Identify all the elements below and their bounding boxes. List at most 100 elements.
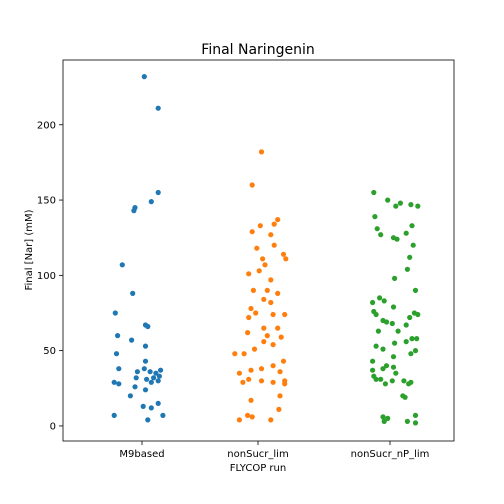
data-point [415, 203, 421, 209]
data-point [246, 314, 252, 321]
data-point [140, 403, 146, 409]
data-point [115, 333, 121, 339]
data-point [155, 189, 161, 196]
data-point [133, 375, 139, 381]
data-point [130, 290, 136, 296]
data-point [256, 268, 262, 274]
data-point [378, 232, 384, 238]
x-tick-label: nonSucr_lim [227, 449, 288, 460]
data-point [155, 400, 161, 406]
data-point [270, 342, 276, 348]
data-point [148, 405, 154, 411]
data-point [148, 199, 154, 205]
data-point [394, 236, 400, 242]
data-point [383, 319, 390, 325]
data-point [268, 232, 274, 238]
data-point [141, 74, 147, 80]
data-point [403, 322, 409, 328]
data-point [414, 336, 420, 342]
data-point [390, 354, 397, 360]
data-point [142, 343, 149, 349]
data-point [155, 378, 161, 384]
data-point [371, 189, 377, 196]
y-tick-label: 50 [43, 346, 56, 357]
data-point [377, 295, 383, 301]
data-point [283, 256, 289, 262]
data-point [395, 328, 401, 334]
data-point [245, 330, 251, 336]
data-point [404, 418, 410, 424]
chart-title: Final Naringenin [201, 42, 314, 58]
data-point [270, 379, 276, 385]
data-point [402, 394, 408, 400]
data-point [132, 384, 138, 390]
data-point [407, 314, 413, 321]
data-point [373, 376, 379, 382]
data-point [373, 311, 379, 318]
data-point [111, 379, 117, 385]
data-point [112, 310, 118, 316]
data-point [254, 245, 260, 251]
data-point [156, 373, 162, 379]
data-point [372, 214, 378, 220]
data-point [131, 208, 137, 214]
data-point [245, 412, 251, 418]
y-tick-label: 100 [37, 271, 56, 282]
data-point [253, 310, 259, 316]
data-point [250, 287, 256, 293]
data-point [370, 299, 376, 306]
data-point [249, 182, 255, 188]
data-point [275, 290, 281, 296]
data-point [261, 296, 267, 302]
data-point [380, 414, 386, 420]
data-point [268, 299, 274, 306]
data-point [412, 287, 419, 293]
data-point [382, 381, 388, 387]
data-point [141, 366, 147, 372]
data-point [374, 226, 380, 232]
data-point [261, 325, 267, 331]
data-point [240, 379, 246, 385]
data-point [412, 348, 419, 354]
data-point [232, 351, 238, 357]
data-point [116, 381, 122, 387]
y-tick-label: 0 [50, 421, 56, 432]
data-point [275, 217, 281, 223]
data-point [246, 376, 252, 382]
y-tick-label: 150 [37, 196, 56, 207]
data-point [282, 381, 288, 387]
data-point [373, 343, 379, 349]
data-point [280, 251, 287, 257]
data-point [381, 418, 387, 424]
data-point [119, 262, 125, 268]
data-point [407, 254, 413, 260]
data-point [403, 230, 409, 236]
data-point [264, 287, 270, 293]
data-point [390, 304, 397, 310]
data-point [160, 412, 166, 418]
data-point [389, 320, 395, 327]
data-point [248, 305, 254, 312]
data-point [380, 346, 386, 352]
data-point [275, 325, 281, 331]
x-tick-label: nonSucr_nP_lim [351, 449, 430, 460]
data-point [276, 406, 282, 412]
data-point [385, 197, 391, 203]
data-point [390, 364, 397, 370]
data-point [249, 414, 255, 420]
data-point [392, 340, 398, 346]
data-point [260, 256, 266, 262]
data-point [393, 203, 399, 209]
data-point [258, 149, 265, 155]
data-point [393, 370, 399, 376]
data-point [241, 351, 247, 357]
data-point [145, 323, 151, 330]
data-point [404, 266, 410, 272]
data-point [385, 415, 391, 421]
data-point [370, 367, 376, 373]
data-point [278, 334, 284, 340]
data-point [251, 346, 258, 352]
x-axis-label: FLYCOP run [230, 463, 286, 474]
data-point [403, 339, 409, 345]
